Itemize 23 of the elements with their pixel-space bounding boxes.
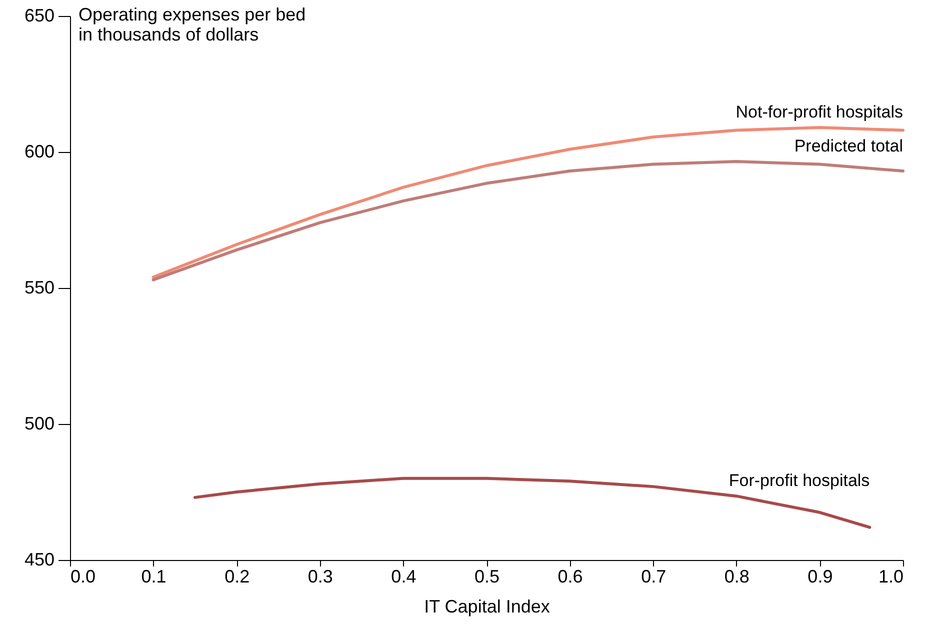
- x-tick-label: 0.2: [224, 566, 250, 586]
- y-tick-label: 450: [24, 550, 54, 570]
- y-tick-label: 600: [24, 142, 54, 162]
- x-tick-label: 0.6: [558, 566, 583, 586]
- x-tick-label: 1.0: [878, 566, 904, 586]
- x-tick-label: 0.7: [641, 566, 666, 586]
- x-axis-title: IT Capital Index: [424, 596, 550, 616]
- x-tick-label: 0.3: [308, 566, 333, 586]
- y-tick-label: 500: [24, 414, 54, 434]
- series-label: For-profit hospitals: [728, 471, 870, 490]
- x-tick-label: 0.4: [391, 566, 416, 586]
- line-series: [152, 126, 904, 279]
- line-series: [152, 160, 904, 282]
- y-tick-label: 650: [24, 6, 54, 26]
- x-tick-label: 0.5: [474, 566, 500, 586]
- series-label: Not-for-profit hospitals: [736, 102, 903, 122]
- series-label: Predicted total: [794, 136, 903, 156]
- x-tick-label: 0.0: [70, 566, 96, 586]
- x-tick-label: 0.1: [141, 566, 166, 586]
- y-tick-label: 550: [24, 278, 54, 298]
- y-axis-title: Operating expenses per bed in thousands of dollars: [78, 4, 306, 44]
- x-tick-label: 0.9: [808, 566, 833, 586]
- x-tick-label: 0.8: [724, 566, 750, 586]
